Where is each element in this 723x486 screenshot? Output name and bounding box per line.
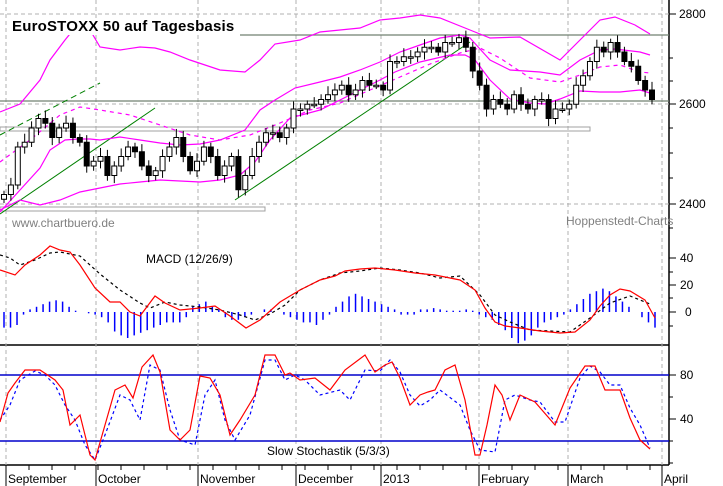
stoch-label: Slow Stochastik (5/3/3) <box>267 444 390 458</box>
stoch-tick-40: 40 <box>680 412 694 426</box>
month-february: February <box>481 472 530 486</box>
stoch-tick-80: 80 <box>680 368 694 382</box>
month-november: November <box>200 472 256 486</box>
price-tick-2400: 2400 <box>679 197 706 211</box>
candlesticks <box>1 30 655 204</box>
chart-title: EuroSTOXX 50 auf Tagesbasis <box>10 18 237 35</box>
price-tick-2600: 2600 <box>679 97 706 111</box>
macd-tick-0: 0 <box>685 305 692 319</box>
month-december: December <box>298 472 354 486</box>
macd-tick-20: 20 <box>680 278 694 292</box>
price-tick-2800: 2800 <box>679 7 706 21</box>
watermark-chartbuero: www.chartbuero.de <box>12 216 115 230</box>
watermark-hoppenstedt: Hoppenstedt-Charts <box>566 214 674 228</box>
month-april: April <box>664 472 689 486</box>
macd-label: MACD (12/26/9) <box>146 252 233 266</box>
month-september: September <box>8 472 67 486</box>
macd-histogram <box>3 288 656 344</box>
month-2013: 2013 <box>383 472 410 486</box>
macd-tick-40: 40 <box>680 251 694 265</box>
month-october: October <box>98 472 141 486</box>
month-march: March <box>570 472 604 486</box>
